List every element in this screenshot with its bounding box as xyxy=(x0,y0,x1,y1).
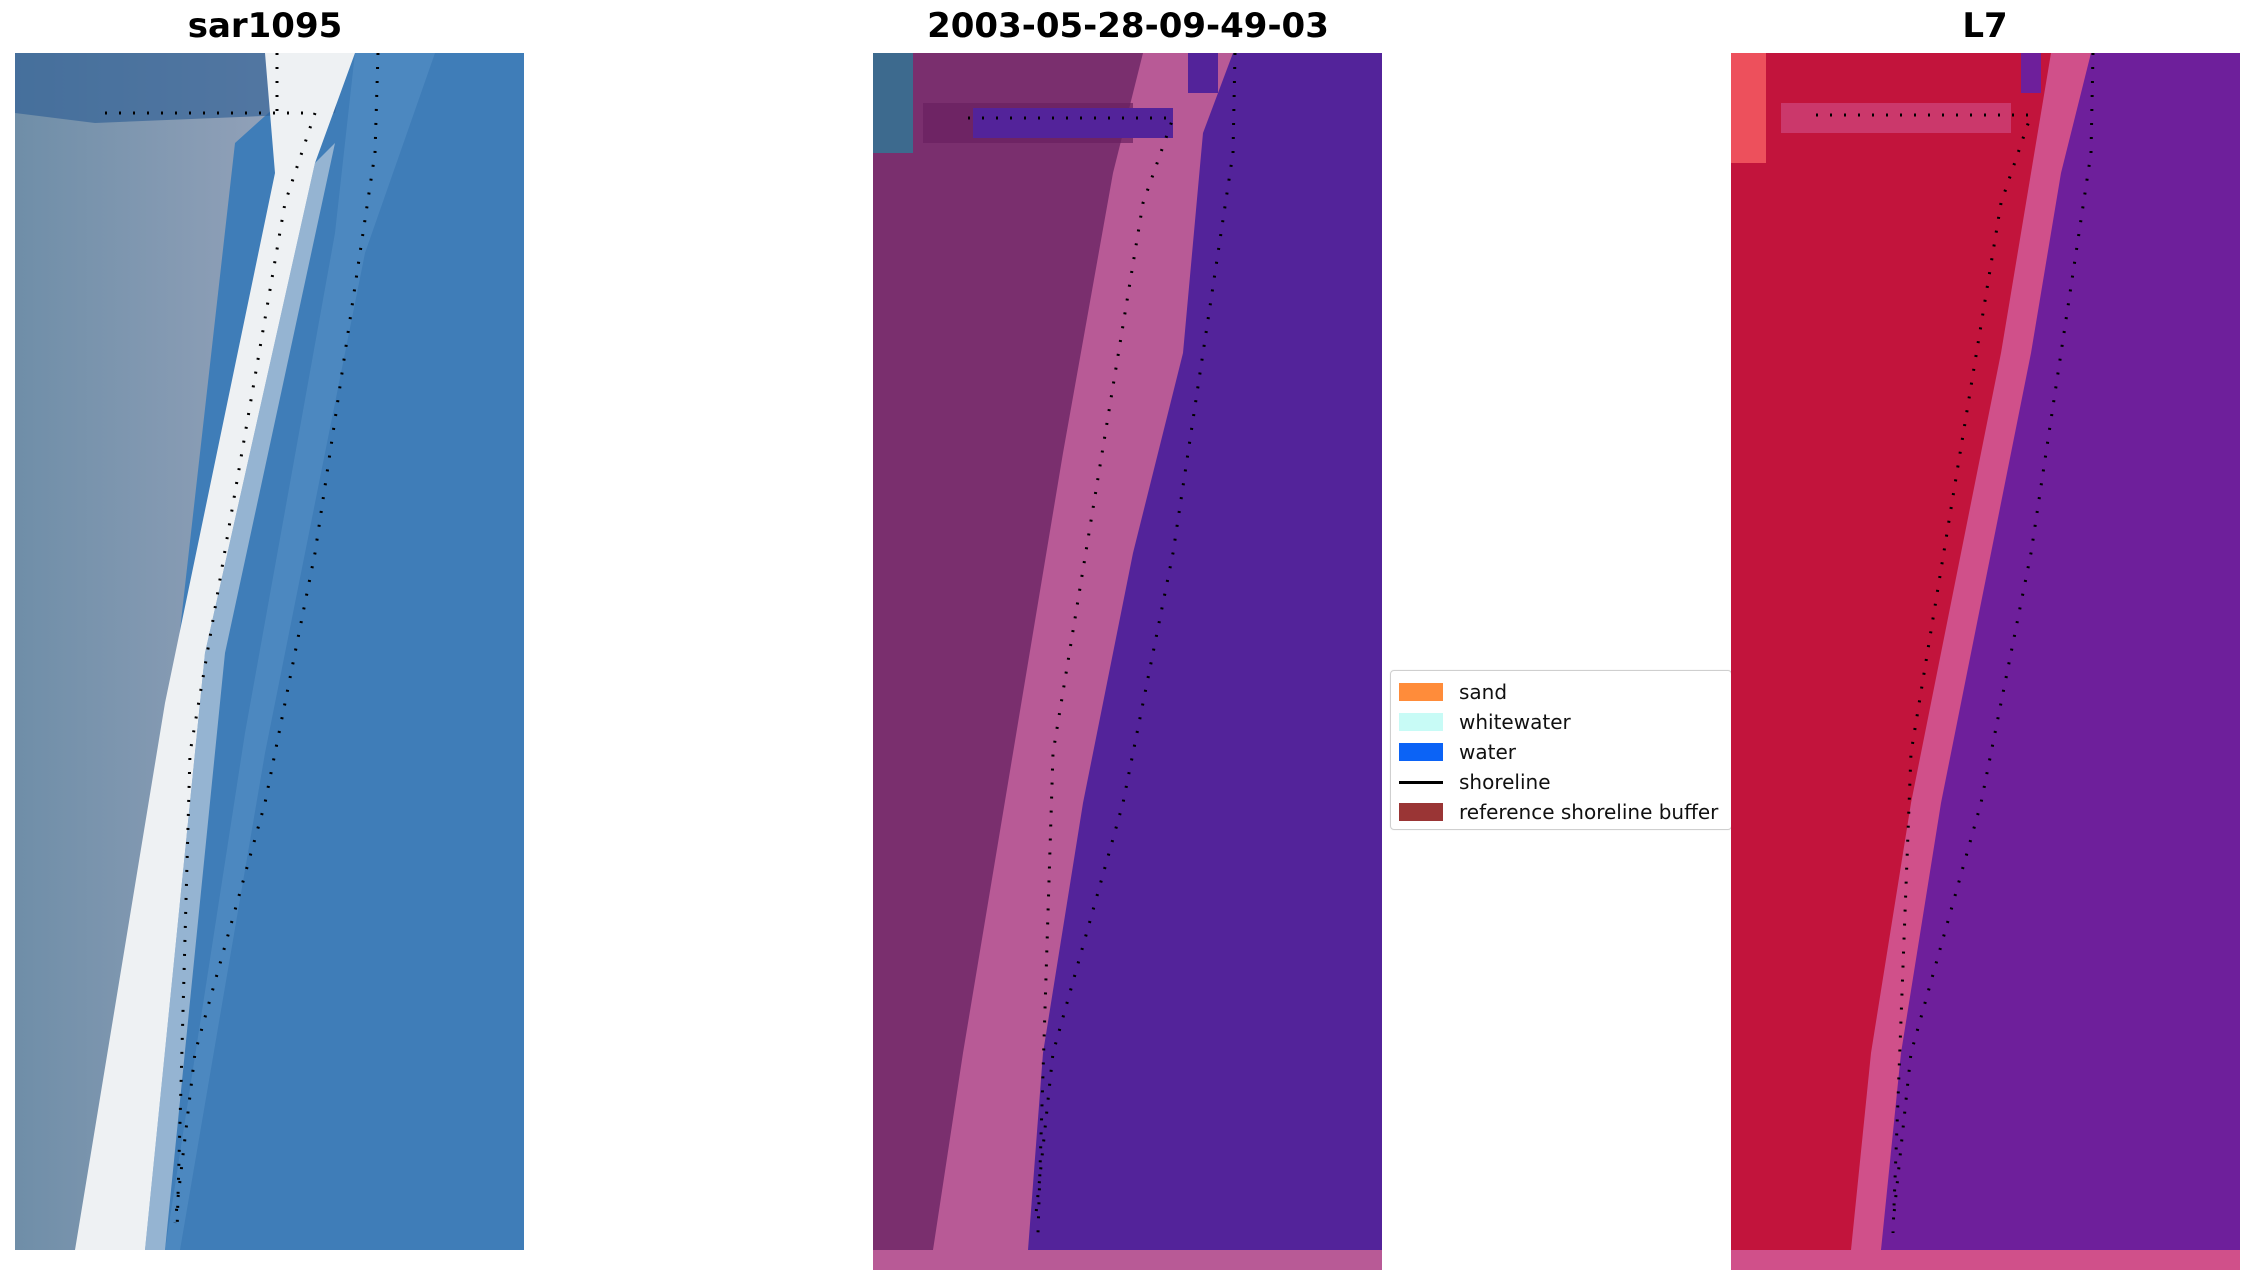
classified-image xyxy=(873,53,1382,1270)
legend-item-whitewater: whitewater xyxy=(1399,709,1571,735)
legend-item-reference-buffer: reference shoreline buffer xyxy=(1399,799,1718,825)
shoreline-dotted-line xyxy=(105,111,318,1234)
legend-label-shoreline: shoreline xyxy=(1459,770,1551,794)
classified-shoreline-dotted-line-2 xyxy=(1033,53,1237,1224)
legend-label-water: water xyxy=(1459,740,1516,764)
reference-buffer-swatch xyxy=(1399,803,1443,821)
panel-title-rgb: sar1095 xyxy=(187,6,343,46)
legend-item-sand: sand xyxy=(1399,679,1507,705)
classified-image-panel xyxy=(873,53,1382,1270)
legend-item-water: water xyxy=(1399,739,1516,765)
legend: sand whitewater water shoreline referenc… xyxy=(1390,670,1732,830)
legend-item-shoreline: shoreline xyxy=(1399,769,1551,795)
rgb-image xyxy=(15,53,524,1250)
panel-title-classified: 2003-05-28-09-49-03 xyxy=(927,6,1329,46)
index-shoreline-dotted-line-2 xyxy=(1891,53,2095,1224)
shoreline-swatch xyxy=(1399,780,1443,784)
rgb-image-panel xyxy=(15,53,524,1250)
index-image-panel xyxy=(1731,53,2240,1270)
legend-label-whitewater: whitewater xyxy=(1459,710,1571,734)
shoreline-dotted-line-tertiary xyxy=(173,53,380,1224)
legend-label-reference-buffer: reference shoreline buffer xyxy=(1459,800,1719,824)
classified-shoreline-dotted-line xyxy=(968,116,1176,1234)
sand-swatch xyxy=(1399,683,1443,701)
index-image xyxy=(1731,53,2240,1270)
water-swatch xyxy=(1399,743,1443,761)
panel-title-index: L7 xyxy=(1962,6,2008,46)
legend-label-sand: sand xyxy=(1459,680,1508,704)
whitewater-swatch xyxy=(1399,713,1443,731)
